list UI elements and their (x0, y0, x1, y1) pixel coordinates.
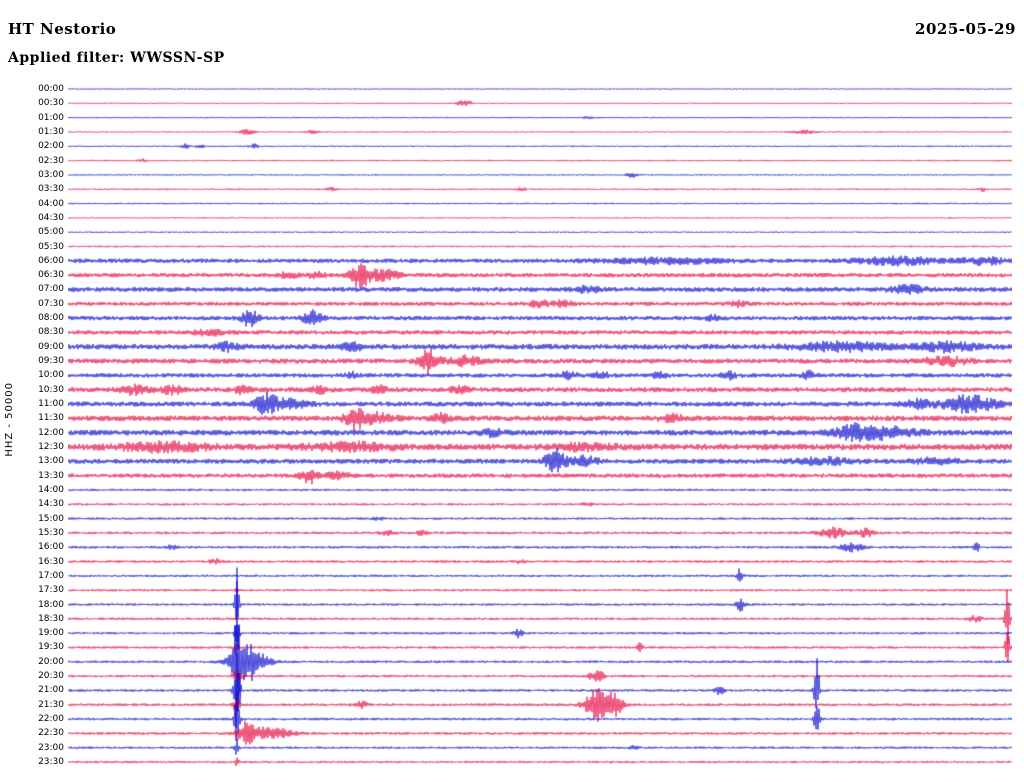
time-label: 12:00 (38, 427, 64, 438)
time-label: 02:00 (38, 141, 64, 152)
time-label: 21:00 (38, 685, 64, 696)
time-label: 16:00 (38, 542, 64, 553)
time-label: 14:30 (38, 499, 64, 510)
time-label: 14:00 (38, 484, 64, 495)
time-label: 05:00 (38, 227, 64, 238)
time-label: 09:00 (38, 341, 64, 352)
time-label: 00:00 (38, 84, 64, 94)
time-label: 21:30 (38, 699, 64, 710)
time-label: 03:00 (38, 169, 64, 180)
time-label: 06:00 (38, 255, 64, 266)
time-label: 13:00 (38, 456, 64, 467)
time-label: 13:30 (38, 470, 64, 481)
time-label: 19:30 (38, 642, 64, 653)
time-label: 19:00 (38, 628, 64, 639)
filter-label: Applied filter: WWSSN-SP (8, 50, 225, 66)
time-label: 01:00 (38, 112, 64, 123)
time-label: 10:00 (38, 370, 64, 381)
time-label: 01:30 (38, 126, 64, 137)
time-label: 22:30 (38, 728, 64, 739)
time-label: 18:30 (38, 613, 64, 624)
channel-scale-label: HHZ - 50000 (4, 382, 15, 457)
time-label: 07:00 (38, 284, 64, 295)
time-label: 15:00 (38, 513, 64, 524)
time-label: 20:00 (38, 656, 64, 667)
date-label: 2025-05-29 (915, 20, 1016, 38)
time-label: 22:00 (38, 714, 64, 725)
time-label: 17:00 (38, 570, 64, 581)
time-label: 03:30 (38, 184, 64, 195)
time-label: 15:30 (38, 527, 64, 538)
time-label: 18:00 (38, 599, 64, 610)
time-label: 02:30 (38, 155, 64, 166)
time-label: 20:30 (38, 671, 64, 682)
time-label: 23:30 (38, 757, 64, 768)
time-label: 04:00 (38, 198, 64, 209)
time-label: 11:00 (38, 399, 64, 410)
time-label: 17:30 (38, 585, 64, 596)
time-label: 05:30 (38, 241, 64, 252)
time-label: 07:30 (38, 298, 64, 309)
station-title: HT Nestorio (8, 20, 117, 38)
helicorder-canvas (68, 82, 1012, 782)
time-label: 12:30 (38, 442, 64, 452)
time-label: 10:30 (38, 384, 64, 395)
time-label: 11:30 (38, 413, 64, 424)
time-label: 04:30 (38, 212, 64, 223)
time-label: 16:30 (38, 556, 64, 567)
time-label: 08:00 (38, 313, 64, 324)
time-label: 08:30 (38, 327, 64, 338)
time-label: 06:30 (38, 270, 64, 281)
time-label: 23:00 (38, 742, 64, 753)
time-label: 09:30 (38, 356, 64, 367)
time-label: 00:30 (38, 98, 64, 109)
